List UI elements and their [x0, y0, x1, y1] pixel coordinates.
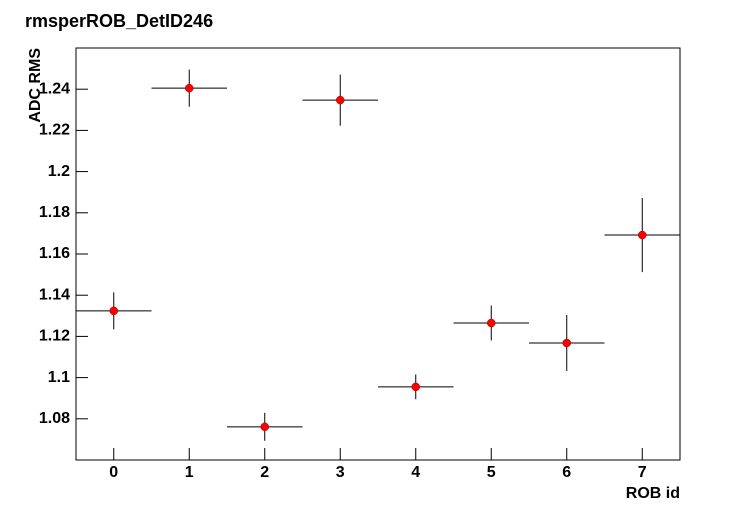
y-tick-label: 1.16 [39, 245, 70, 262]
y-tick-label: 1.12 [39, 328, 70, 345]
x-tick-label: 5 [487, 464, 496, 481]
y-tick-label: 1.22 [39, 122, 70, 139]
data-point [185, 83, 194, 93]
x-tick-label: 4 [411, 464, 420, 481]
x-tick-label: 2 [260, 464, 269, 481]
x-tick-label: 1 [185, 464, 194, 481]
data-point [411, 382, 420, 392]
y-tick-label: 1.2 [48, 163, 70, 180]
y-tick-label: 1.24 [39, 80, 70, 97]
data-point [260, 422, 269, 432]
data-point [109, 306, 118, 316]
y-tick-label: 1.1 [48, 369, 70, 386]
y-tick-label: 1.18 [39, 204, 70, 221]
data-point [487, 318, 496, 328]
data-point [336, 95, 345, 105]
x-tick-label: 0 [109, 464, 118, 481]
chart-title: rmsperROB_DetID246 [25, 11, 213, 31]
x-tick-label: 3 [336, 464, 345, 481]
x-tick-label: 6 [562, 464, 571, 481]
y-tick-label: 1.14 [39, 286, 70, 303]
data-point [562, 338, 571, 348]
x-tick-label: 7 [638, 464, 647, 481]
y-tick-label: 1.08 [39, 410, 70, 427]
y-axis-label: ADC RMS [27, 48, 44, 123]
data-point [638, 230, 647, 240]
x-axis-label: ROB id [626, 485, 680, 502]
